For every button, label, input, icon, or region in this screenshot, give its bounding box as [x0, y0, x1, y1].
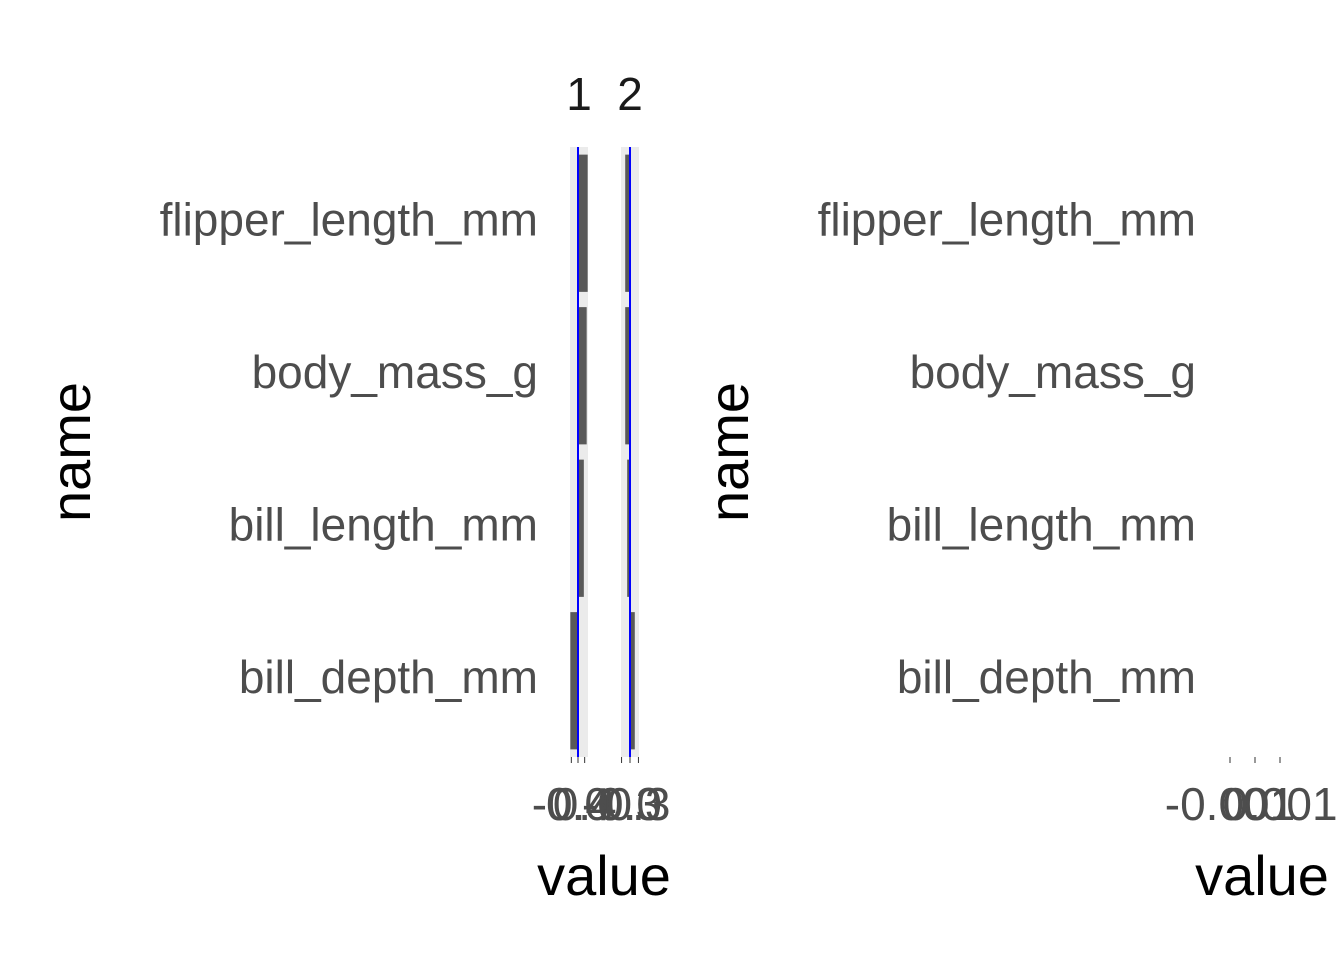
y-tick-label: bill_length_mm [887, 498, 1196, 550]
bar [578, 307, 587, 445]
facet-strip-label: 2 [617, 68, 643, 120]
bar [630, 612, 635, 750]
y-axis-title: name [39, 382, 102, 522]
x-tick-label: -0.4 [532, 778, 611, 830]
x-tick-label: 0.0 [546, 778, 610, 830]
y-tick-label: flipper_length_mm [818, 193, 1196, 245]
y-tick-label: bill_depth_mm [239, 651, 538, 703]
x-tick-label: -0.001 [1165, 778, 1295, 830]
bar [578, 459, 584, 597]
y-tick-label: body_mass_g [252, 346, 538, 398]
y-axis-title: name [697, 382, 760, 522]
y-tick-label: flipper_length_mm [160, 193, 538, 245]
bar [627, 459, 630, 597]
x-tick-label: 0.001 [1222, 778, 1337, 830]
x-tick-label: 0.0 [598, 778, 662, 830]
x-tick-label: 0 [1242, 778, 1268, 830]
bar [625, 154, 630, 292]
x-axis-title: value [537, 844, 671, 907]
bar [578, 154, 588, 292]
x-axis-title: value [1195, 844, 1329, 907]
y-tick-label: body_mass_g [910, 346, 1196, 398]
x-tick-label: 0.4 [553, 778, 617, 830]
y-tick-label: bill_length_mm [229, 498, 538, 550]
y-tick-label: bill_depth_mm [897, 651, 1196, 703]
bar [570, 612, 578, 750]
facet-strip-label: 1 [566, 68, 592, 120]
bar [625, 307, 630, 445]
x-tick-label: -0.3 [582, 778, 661, 830]
x-tick-label: 0.3 [606, 778, 670, 830]
